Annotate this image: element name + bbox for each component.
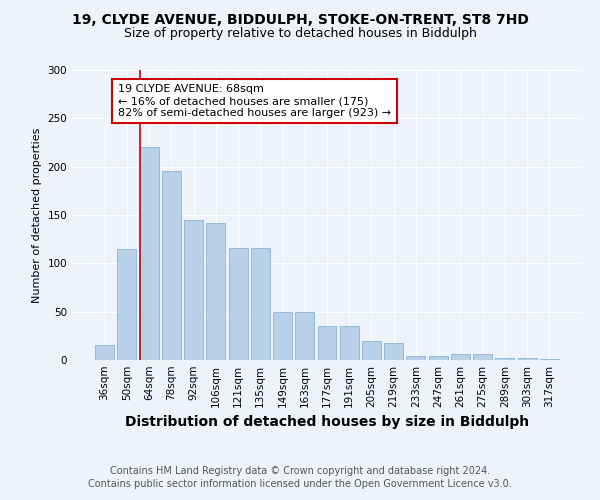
- Bar: [451, 354, 470, 360]
- Bar: [540, 359, 559, 360]
- Text: 19 CLYDE AVENUE: 68sqm
← 16% of detached houses are smaller (175)
82% of semi-de: 19 CLYDE AVENUE: 68sqm ← 16% of detached…: [118, 84, 391, 117]
- Bar: [206, 222, 225, 360]
- X-axis label: Distribution of detached houses by size in Biddulph: Distribution of detached houses by size …: [125, 416, 529, 430]
- Y-axis label: Number of detached properties: Number of detached properties: [32, 128, 42, 302]
- Bar: [317, 326, 337, 360]
- Bar: [340, 326, 359, 360]
- Bar: [518, 358, 536, 360]
- Bar: [406, 356, 425, 360]
- Bar: [184, 220, 203, 360]
- Bar: [140, 148, 158, 360]
- Bar: [229, 248, 248, 360]
- Bar: [496, 358, 514, 360]
- Bar: [95, 344, 114, 360]
- Bar: [251, 248, 270, 360]
- Bar: [295, 312, 314, 360]
- Bar: [118, 249, 136, 360]
- Bar: [362, 340, 381, 360]
- Text: Size of property relative to detached houses in Biddulph: Size of property relative to detached ho…: [124, 28, 476, 40]
- Text: 19, CLYDE AVENUE, BIDDULPH, STOKE-ON-TRENT, ST8 7HD: 19, CLYDE AVENUE, BIDDULPH, STOKE-ON-TRE…: [71, 12, 529, 26]
- Bar: [162, 170, 181, 360]
- Bar: [429, 356, 448, 360]
- Bar: [473, 354, 492, 360]
- Bar: [384, 342, 403, 360]
- Text: Contains public sector information licensed under the Open Government Licence v3: Contains public sector information licen…: [88, 479, 512, 489]
- Text: Contains HM Land Registry data © Crown copyright and database right 2024.: Contains HM Land Registry data © Crown c…: [110, 466, 490, 476]
- Bar: [273, 312, 292, 360]
